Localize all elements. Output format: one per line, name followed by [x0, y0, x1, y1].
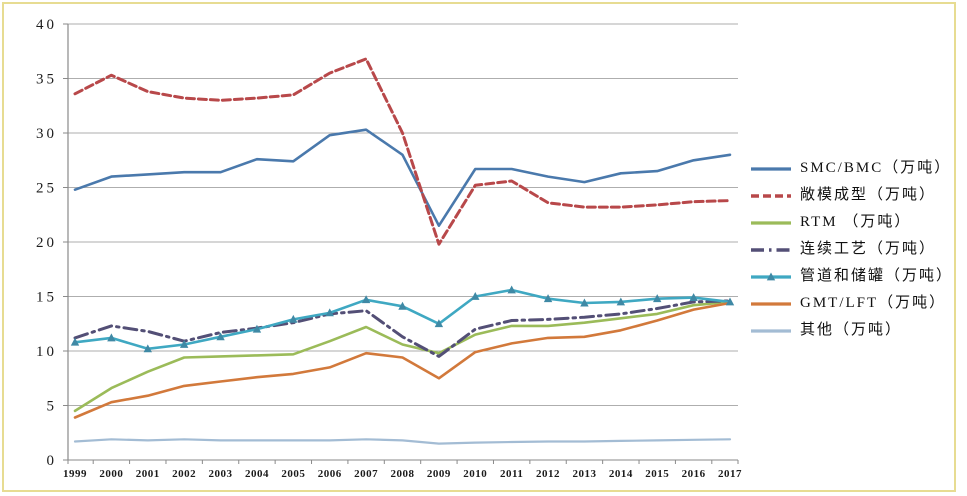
- x-tick-label: 2005: [281, 468, 305, 480]
- y-tick-label: 15: [36, 290, 57, 306]
- x-tick-label: 2010: [463, 468, 487, 480]
- series-line-smc-bmc: [73, 128, 732, 227]
- gridlines: [63, 23, 738, 461]
- x-tick-label: 2003: [209, 468, 233, 480]
- series-line-other: [73, 438, 732, 445]
- x-tick-label: 2014: [609, 468, 633, 480]
- legend-line-sample-gmt-lft: [751, 302, 791, 306]
- legend-line-sample-continuous-process: [751, 247, 791, 252]
- legend-label-gmt-lft: GMT/LFT（万吨）: [800, 295, 947, 312]
- triangle-marker: [471, 292, 480, 300]
- legend-item-gmt-lft: GMT/LFT（万吨）: [750, 293, 953, 315]
- series-line-rtm: [73, 300, 732, 413]
- triangle-marker: [179, 339, 189, 348]
- x-tick-label: 2004: [245, 468, 269, 480]
- legend-item-pipes-tanks: 管道和储罐（万吨）: [750, 266, 953, 288]
- y-tick-label: 40: [36, 17, 57, 33]
- x-tick-label: 2000: [99, 468, 123, 480]
- x-tick-label: 2008: [391, 468, 415, 480]
- legend-line-sample-other: [751, 329, 791, 333]
- y-tick-label: 5: [47, 399, 58, 415]
- legend-triangle-marker: [766, 272, 776, 281]
- series-line-gmt-lft: [73, 301, 732, 419]
- series-markers-pipes-tanks: [70, 285, 735, 353]
- legend-line-sample-pipes-tanks: [751, 272, 791, 281]
- legend-item-open-mold: 敞模成型（万吨）: [750, 185, 953, 207]
- triangle-marker: [580, 298, 589, 307]
- legend-label-open-mold: 敞模成型（万吨）: [800, 187, 937, 204]
- x-tick-label: 2006: [318, 468, 342, 480]
- triangle-marker: [543, 294, 553, 303]
- x-tick-label: 2002: [172, 468, 196, 480]
- y-tick-label: 20: [36, 235, 57, 251]
- y-tick-label: 30: [36, 126, 57, 142]
- x-tick-label: 2009: [427, 468, 451, 480]
- legend-label-smc-bmc: SMC/BMC（万吨）: [800, 160, 952, 177]
- x-tick-label: 1999: [63, 468, 87, 480]
- x-tick-label: 2007: [354, 468, 378, 480]
- triangle-marker: [289, 314, 298, 323]
- legend-line-sample-open-mold: [751, 193, 791, 198]
- x-tick-label: 2016: [682, 468, 706, 480]
- series-line-pipes-tanks: [73, 288, 732, 351]
- x-tick-label: 2017: [718, 468, 742, 480]
- legend-label-rtm: RTM （万吨）: [800, 214, 912, 231]
- legend-item-rtm: RTM （万吨）: [750, 212, 953, 234]
- x-axis: 1999 2000 2001 2002 2003 2004 2005 2006 2007 2008…: [63, 460, 742, 480]
- legend-item-continuous-process: 连续工艺（万吨）: [750, 239, 953, 261]
- x-tick-label: 2011: [500, 468, 523, 480]
- legend: SMC/BMC（万吨） 敞模成型（万吨） RTM （万吨） 连续工艺（万吨） 管道和储罐…: [750, 158, 953, 347]
- triangle-marker: [107, 333, 116, 342]
- x-tick-label: 2013: [572, 468, 596, 480]
- legend-label-continuous-process: 连续工艺（万吨）: [800, 241, 937, 258]
- triangle-marker: [143, 344, 152, 353]
- triangle-marker: [616, 297, 626, 306]
- triangle-marker: [725, 297, 735, 306]
- legend-line-sample-rtm: [751, 221, 791, 225]
- legend-line-sample-smc-bmc: [751, 167, 791, 171]
- triangle-marker: [653, 294, 662, 303]
- series-line-open-mold: [73, 57, 732, 246]
- triangle-marker: [689, 293, 698, 301]
- triangle-marker: [216, 332, 225, 341]
- legend-label-pipes-tanks: 管道和储罐（万吨）: [800, 268, 954, 285]
- legend-label-other: 其他（万吨）: [800, 322, 903, 339]
- triangle-marker: [70, 337, 80, 346]
- x-tick-label: 2015: [645, 468, 669, 480]
- triangle-marker: [398, 301, 407, 310]
- y-tick-label: 25: [36, 181, 57, 197]
- y-tick-label: 35: [36, 72, 57, 88]
- triangle-marker: [434, 319, 444, 328]
- triangle-marker: [507, 285, 516, 294]
- legend-item-smc-bmc: SMC/BMC（万吨）: [750, 158, 953, 180]
- triangle-marker: [325, 308, 334, 317]
- legend-item-other: 其他（万吨）: [750, 320, 953, 342]
- y-axis-labels: 0 5 10 15 20 25 30 35 40: [36, 17, 58, 469]
- x-tick-label: 2001: [136, 468, 160, 480]
- triangle-marker: [252, 324, 262, 333]
- series-lines: [73, 57, 732, 445]
- x-tick-label: 2012: [536, 468, 560, 480]
- triangle-marker: [361, 295, 371, 304]
- y-tick-label: 10: [36, 344, 57, 360]
- y-tick-label: 0: [47, 453, 58, 469]
